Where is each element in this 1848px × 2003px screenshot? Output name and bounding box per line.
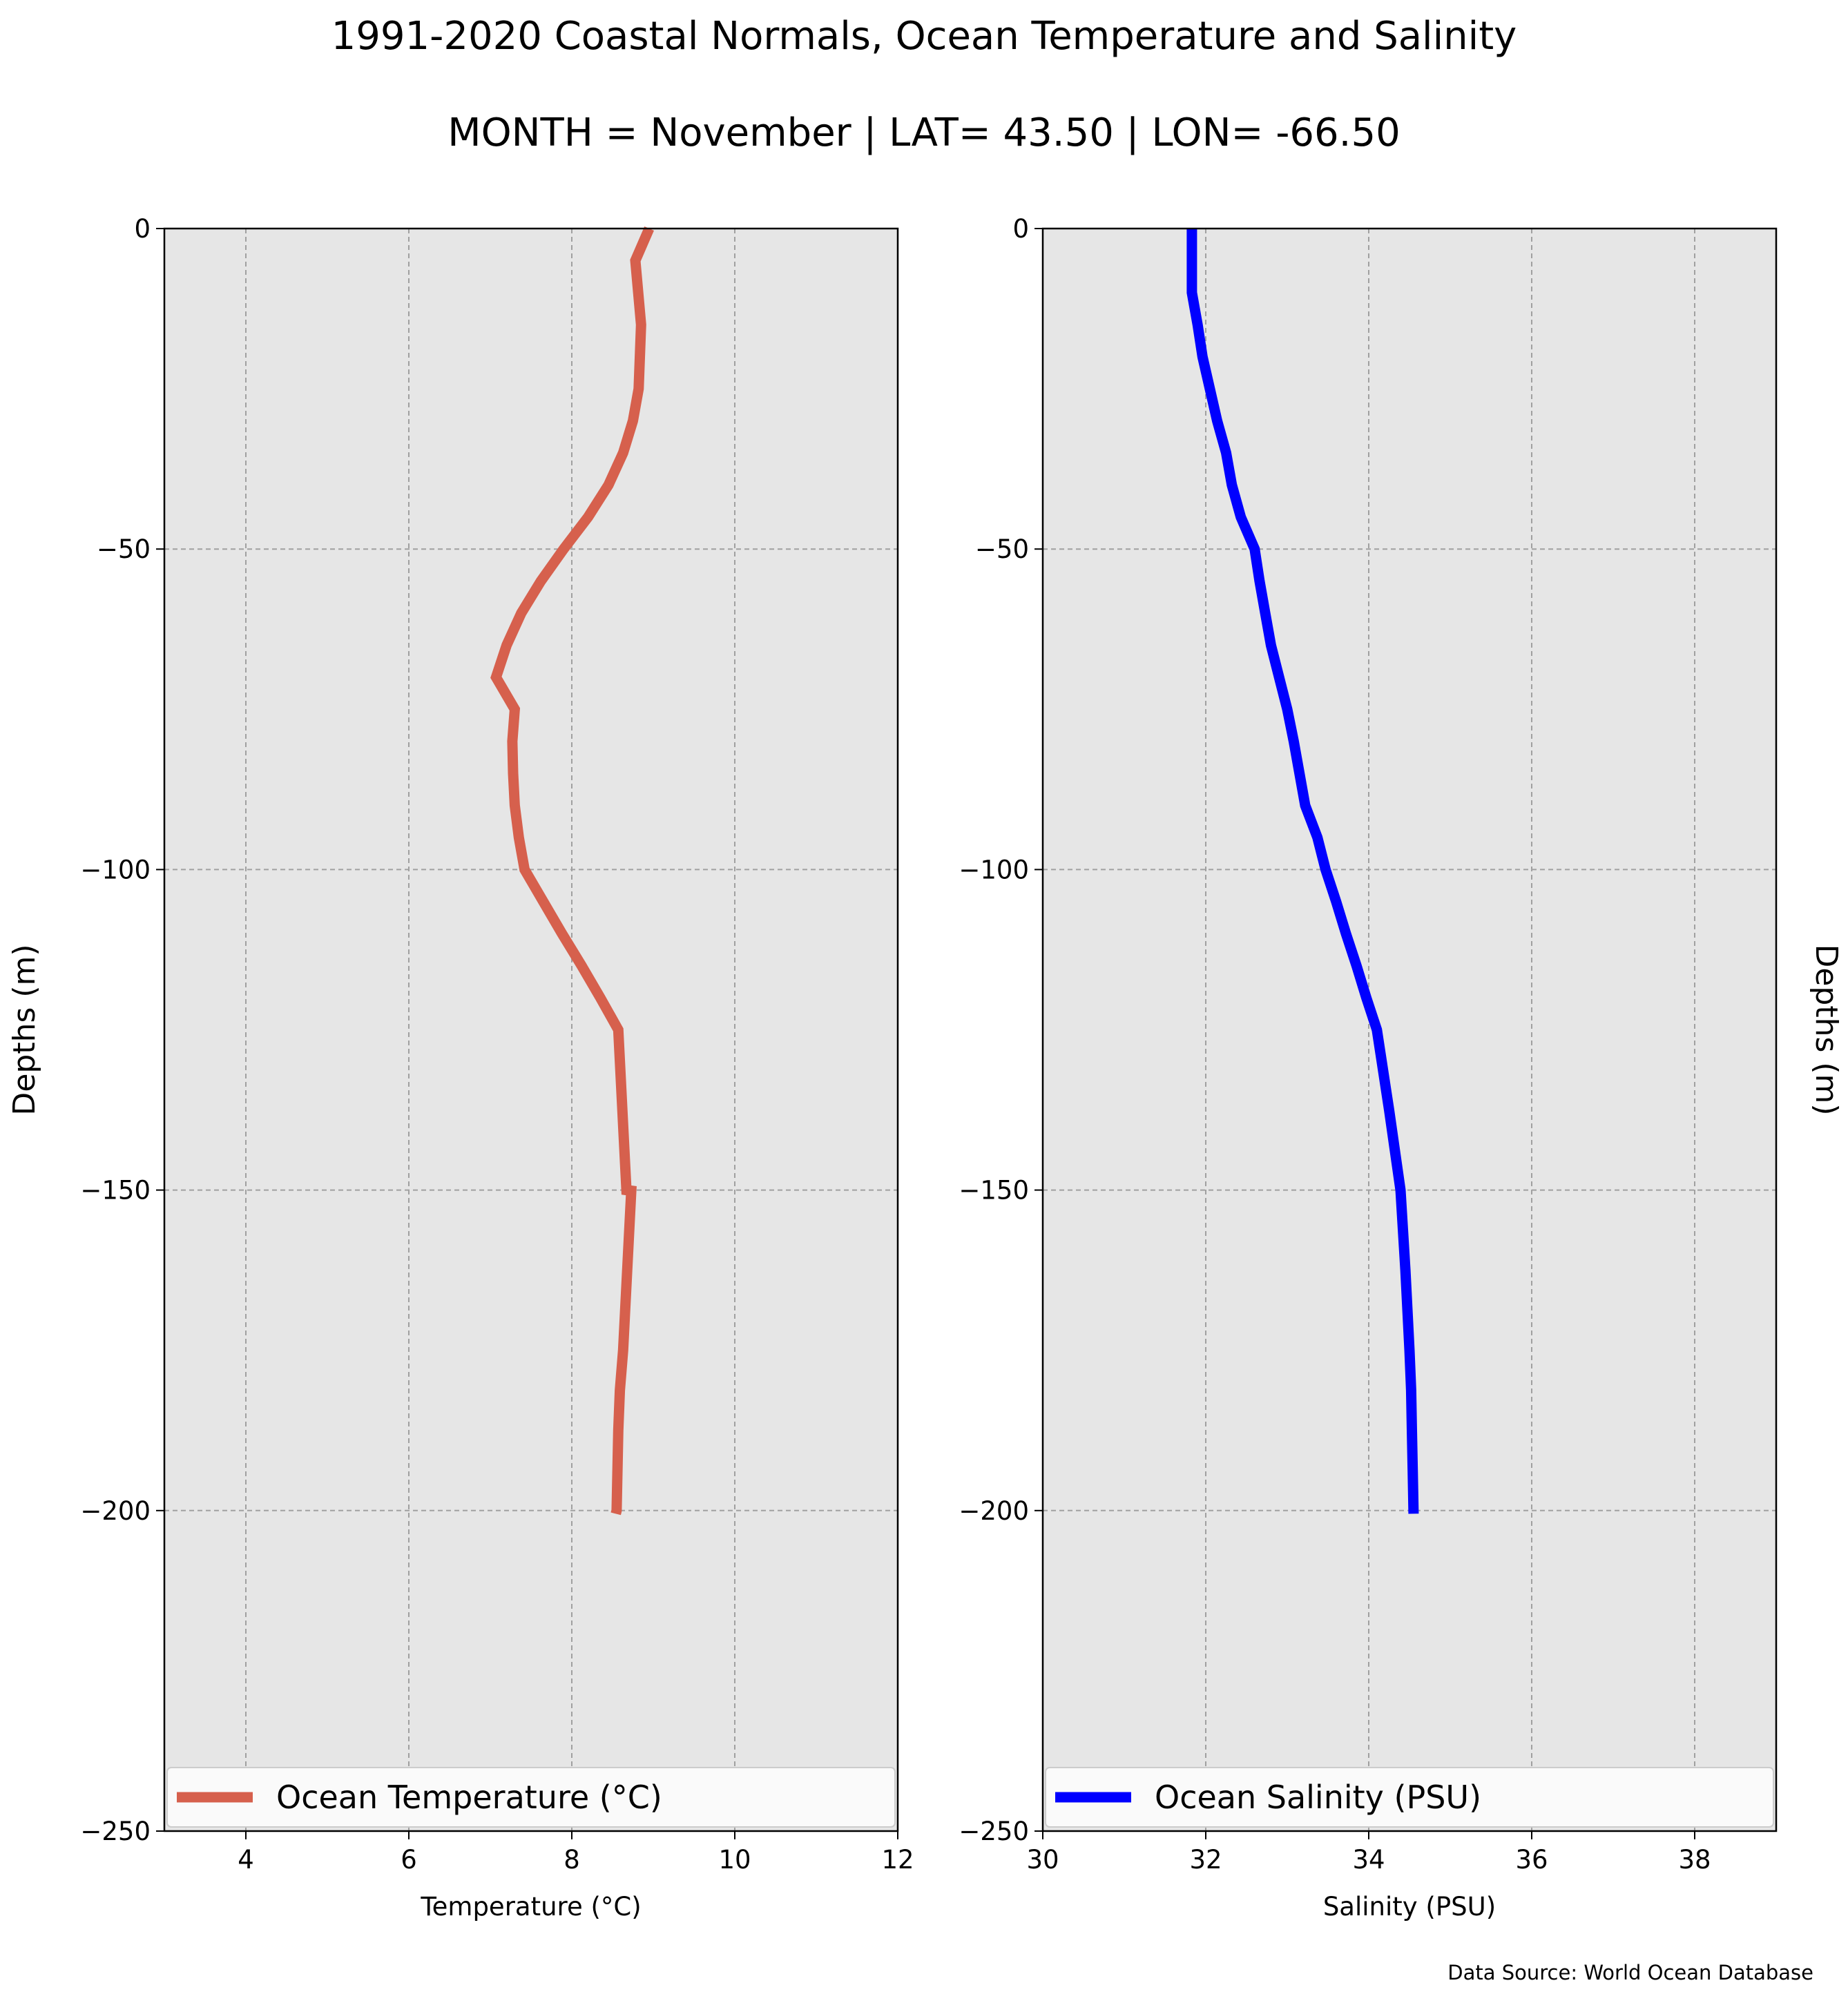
series-line <box>1186 229 1419 1514</box>
legend-label: Ocean Salinity (PSU) <box>1155 1779 1481 1816</box>
x-tick-label: 38 <box>1678 1845 1711 1875</box>
x-tick-label: 34 <box>1352 1845 1385 1875</box>
legend-box <box>1045 1767 1774 1828</box>
y-tick-label: −250 <box>80 1817 151 1846</box>
chart-title: 1991-2020 Coastal Normals, Ocean Tempera… <box>331 14 1517 59</box>
x-axis-label: Temperature (°C) <box>420 1892 641 1922</box>
series-line <box>490 226 654 1516</box>
y-tick-label: 0 <box>1012 214 1029 244</box>
x-tick-label: 8 <box>564 1845 580 1875</box>
y-tick-label: −50 <box>97 534 151 564</box>
x-axis-label: Salinity (PSU) <box>1323 1892 1496 1922</box>
x-tick-label: 10 <box>718 1845 751 1875</box>
x-tick-label: 12 <box>881 1845 914 1875</box>
y-axis-label: Depths (m) <box>1809 944 1844 1115</box>
y-tick-label: −200 <box>80 1496 151 1526</box>
plot-frame <box>163 227 899 1832</box>
x-tick-label: 4 <box>238 1845 254 1875</box>
plot-area <box>164 229 898 1831</box>
x-tick-label: 32 <box>1189 1845 1222 1875</box>
chart-subtitle: MONTH = November | LAT= 43.50 | LON= -66… <box>447 110 1401 155</box>
y-tick-label: 0 <box>134 214 151 244</box>
y-tick-label: −50 <box>975 534 1029 564</box>
x-tick-label: 30 <box>1026 1845 1059 1875</box>
y-tick-label: −100 <box>80 855 151 884</box>
y-tick-label: −200 <box>959 1496 1029 1526</box>
y-axis-label: Depths (m) <box>7 944 42 1115</box>
y-tick-label: −150 <box>959 1176 1029 1206</box>
legend-box <box>166 1767 896 1828</box>
y-tick-label: −100 <box>959 855 1029 884</box>
plot-area <box>1043 229 1776 1831</box>
data-source-note: Data Source: World Ocean Database <box>1447 1961 1813 1984</box>
x-tick-label: 6 <box>401 1845 417 1875</box>
legend-label: Ocean Temperature (°C) <box>276 1779 662 1816</box>
x-tick-label: 36 <box>1515 1845 1548 1875</box>
plot-frame <box>1041 227 1778 1832</box>
y-tick-label: −250 <box>959 1817 1029 1846</box>
y-tick-label: −150 <box>80 1176 151 1206</box>
